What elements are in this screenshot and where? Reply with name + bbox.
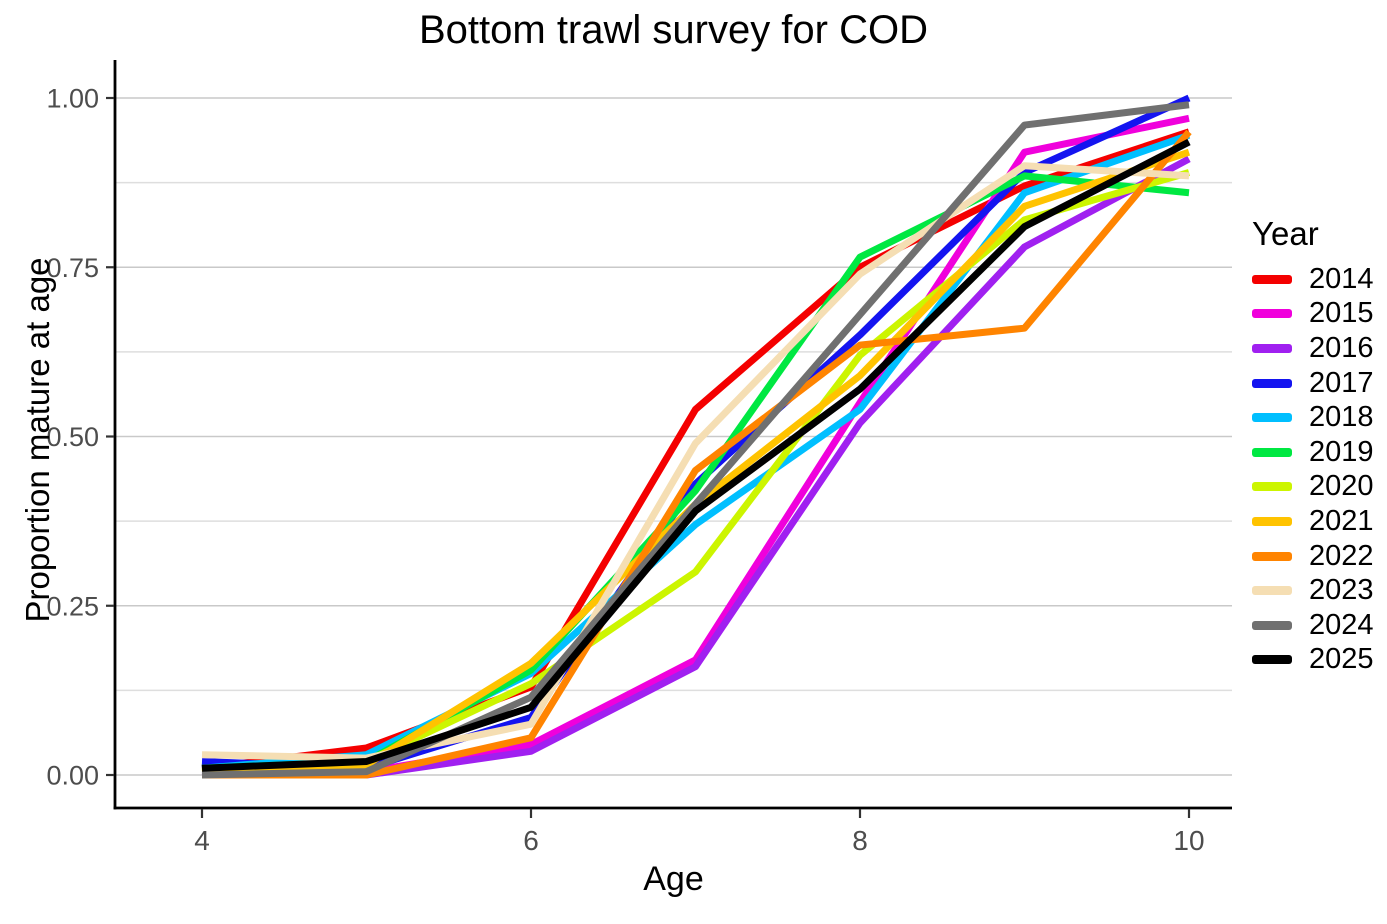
legend-swatch-2023 bbox=[1252, 586, 1292, 596]
y-tick-label: 0.00 bbox=[46, 761, 99, 791]
legend-swatch-2021 bbox=[1252, 516, 1292, 526]
series-line-2024 bbox=[201, 101, 1190, 779]
legend: Year 2014 2015 2016 2017 2018 2019 2020 2021 202… bbox=[1252, 212, 1382, 677]
legend-swatch-2015 bbox=[1252, 309, 1292, 319]
tick-labels: 4 6 8 10 0.00 0.25 0.50 0.75 1.00 bbox=[46, 84, 1204, 857]
legend-item-2019: 2019 bbox=[1252, 435, 1382, 470]
x-tick-label: 8 bbox=[852, 825, 868, 856]
y-tick-label: 0.75 bbox=[46, 253, 99, 283]
legend-item-2015: 2015 bbox=[1252, 297, 1382, 332]
legend-item-2018: 2018 bbox=[1252, 400, 1382, 435]
series-line-2025 bbox=[201, 138, 1191, 772]
legend-item-2024: 2024 bbox=[1252, 608, 1382, 643]
series-line-2014 bbox=[201, 128, 1191, 772]
x-tick-label: 6 bbox=[523, 825, 539, 856]
legend-label: 2021 bbox=[1309, 504, 1374, 537]
legend-swatch-2019 bbox=[1252, 447, 1292, 457]
legend-swatch-2022 bbox=[1252, 551, 1292, 561]
legend-item-2022: 2022 bbox=[1252, 539, 1382, 574]
series-line-2021 bbox=[201, 148, 1191, 776]
tick-marks bbox=[106, 96, 1191, 818]
series-line-2022 bbox=[202, 129, 1192, 779]
legend-label: 2019 bbox=[1309, 435, 1374, 468]
y-tick-label: 0.50 bbox=[46, 422, 99, 452]
legend-item-2023: 2023 bbox=[1252, 573, 1382, 608]
legend-label: 2020 bbox=[1309, 470, 1374, 503]
legend-label: 2022 bbox=[1309, 539, 1374, 572]
y-tick-label: 0.25 bbox=[46, 591, 99, 621]
legend-title: Year bbox=[1252, 215, 1319, 252]
legend-swatch-2017 bbox=[1252, 378, 1292, 388]
legend-swatch-2014 bbox=[1252, 274, 1292, 284]
legend-swatch-2020 bbox=[1252, 482, 1292, 492]
x-axis-title: Age bbox=[643, 860, 704, 898]
x-tick-label: 4 bbox=[194, 825, 210, 856]
axis-lines bbox=[113, 60, 1232, 810]
legend-item-2017: 2017 bbox=[1252, 366, 1382, 401]
legend-item-2016: 2016 bbox=[1252, 331, 1382, 366]
legend-swatch-2016 bbox=[1252, 343, 1292, 353]
legend-item-2021: 2021 bbox=[1252, 504, 1382, 539]
legend-swatch-2024 bbox=[1252, 620, 1292, 630]
legend-label: 2015 bbox=[1309, 297, 1374, 330]
legend-label: 2014 bbox=[1309, 262, 1374, 295]
legend-label: 2023 bbox=[1309, 574, 1374, 607]
y-tick-label: 1.00 bbox=[46, 84, 99, 114]
y-axis-title: Proportion mature at age bbox=[19, 257, 56, 623]
legend-item-2020: 2020 bbox=[1252, 470, 1382, 505]
legend-label: 2018 bbox=[1309, 401, 1374, 434]
legend-swatch-2018 bbox=[1252, 413, 1292, 423]
legend-swatch-2025 bbox=[1252, 655, 1292, 665]
legend-label: 2016 bbox=[1309, 331, 1374, 364]
x-tick-label: 10 bbox=[1173, 825, 1204, 856]
legend-item-2025: 2025 bbox=[1252, 643, 1382, 678]
legend-label: 2024 bbox=[1309, 608, 1374, 641]
legend-item-2014: 2014 bbox=[1252, 262, 1382, 297]
series-lines bbox=[201, 94, 1192, 779]
chart-title: Bottom trawl survey for COD bbox=[418, 8, 928, 52]
legend-label: 2025 bbox=[1309, 643, 1374, 676]
series-line-2018 bbox=[201, 131, 1191, 772]
legend-label: 2017 bbox=[1309, 366, 1374, 399]
legend-entries: 2014 2015 2016 2017 2018 2019 2020 2021 2022 2023… bbox=[1252, 262, 1382, 677]
